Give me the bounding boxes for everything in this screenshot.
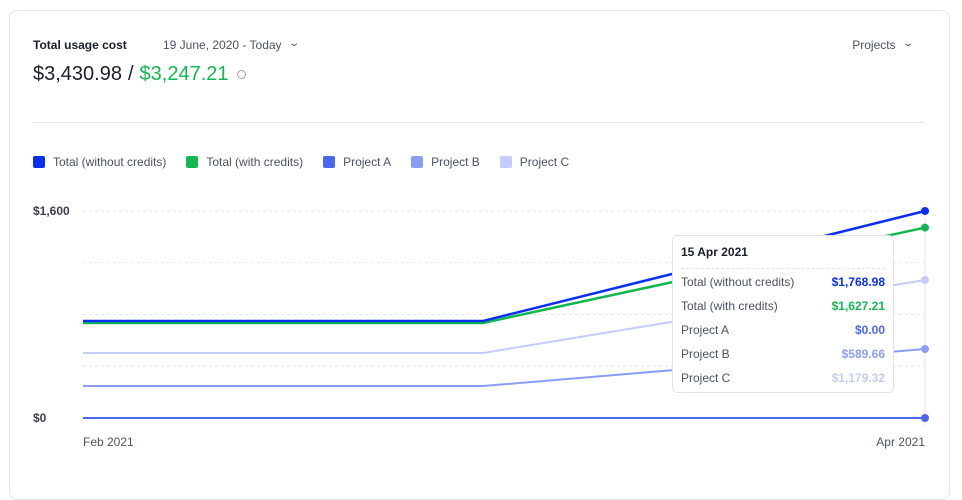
tooltip-label: Project C: [681, 371, 731, 385]
tooltip-value: $1,627.21: [831, 299, 885, 313]
data-point: [921, 345, 929, 353]
tooltip: 15 Apr 2021 Total (without credits) $1,76…: [672, 235, 894, 393]
chevron-down-icon: ⌄: [901, 38, 914, 49]
tooltip-value: $0.00: [854, 323, 885, 337]
tooltip-label: Total (without credits): [681, 275, 795, 289]
tooltip-row: Project A $0.00: [681, 318, 885, 342]
card-title: Total usage cost: [33, 38, 127, 52]
tooltip-date: 15 Apr 2021: [681, 236, 885, 269]
y-tick-label: $1,600: [33, 204, 70, 218]
legend-swatch: [186, 156, 199, 168]
tooltip-label: Project B: [681, 347, 730, 361]
tooltip-row: Total (without credits) $1,768.98: [681, 270, 885, 294]
tooltip-row: Project C $1,179.32: [681, 366, 885, 390]
legend-swatch: [499, 156, 512, 168]
divider: [33, 122, 925, 123]
info-icon[interactable]: [236, 70, 246, 79]
total-with-credits: $3,247.21: [139, 63, 229, 85]
separator: /: [127, 63, 134, 85]
total-without-credits: $3,430.98: [33, 63, 122, 85]
chevron-down-icon: ⌄: [287, 38, 300, 49]
legend-label: Total (without credits): [53, 155, 167, 169]
line-chart: $1,600 $0 Feb 2021 Apr 2021: [33, 204, 929, 449]
data-point: [921, 414, 929, 422]
y-tick-label: $0: [33, 411, 47, 425]
projects-dropdown[interactable]: Projects ⌄: [852, 38, 914, 52]
tooltip-row: Total (with credits) $1,627.21: [681, 294, 885, 318]
tooltip-label: Project A: [681, 323, 730, 337]
x-tick-label: Apr 2021: [876, 435, 925, 449]
data-point: [921, 223, 929, 232]
legend-item[interactable]: Total (with credits): [186, 155, 303, 169]
tooltip-value: $589.66: [841, 347, 885, 361]
legend-item[interactable]: Project C: [499, 155, 570, 169]
legend: Total (without credits) Total (with credi…: [33, 155, 569, 169]
legend-swatch: [33, 156, 45, 168]
date-range-label: 19 June, 2020 - Today: [163, 38, 282, 52]
date-range-dropdown[interactable]: 19 June, 2020 - Today ⌄: [163, 38, 300, 52]
projects-label: Projects: [852, 38, 896, 52]
legend-swatch: [323, 156, 336, 168]
totals: $3,430.98 / $3,247.21: [33, 63, 246, 86]
legend-label: Project B: [431, 155, 480, 169]
legend-label: Project C: [519, 155, 570, 169]
legend-swatch: [411, 156, 424, 168]
legend-item[interactable]: Project A: [323, 155, 391, 169]
tooltip-label: Total (with credits): [681, 299, 778, 313]
tooltip-row: Project B $589.66: [681, 342, 885, 366]
legend-item[interactable]: Project B: [411, 155, 480, 169]
legend-label: Total (with credits): [206, 155, 304, 169]
data-point: [921, 207, 929, 215]
data-point: [921, 276, 929, 284]
legend-item[interactable]: Total (without credits): [33, 155, 166, 169]
tooltip-value: $1,768.98: [831, 275, 885, 289]
x-tick-label: Feb 2021: [83, 435, 134, 449]
legend-label: Project A: [343, 155, 392, 169]
tooltip-value: $1,179.32: [831, 371, 885, 385]
